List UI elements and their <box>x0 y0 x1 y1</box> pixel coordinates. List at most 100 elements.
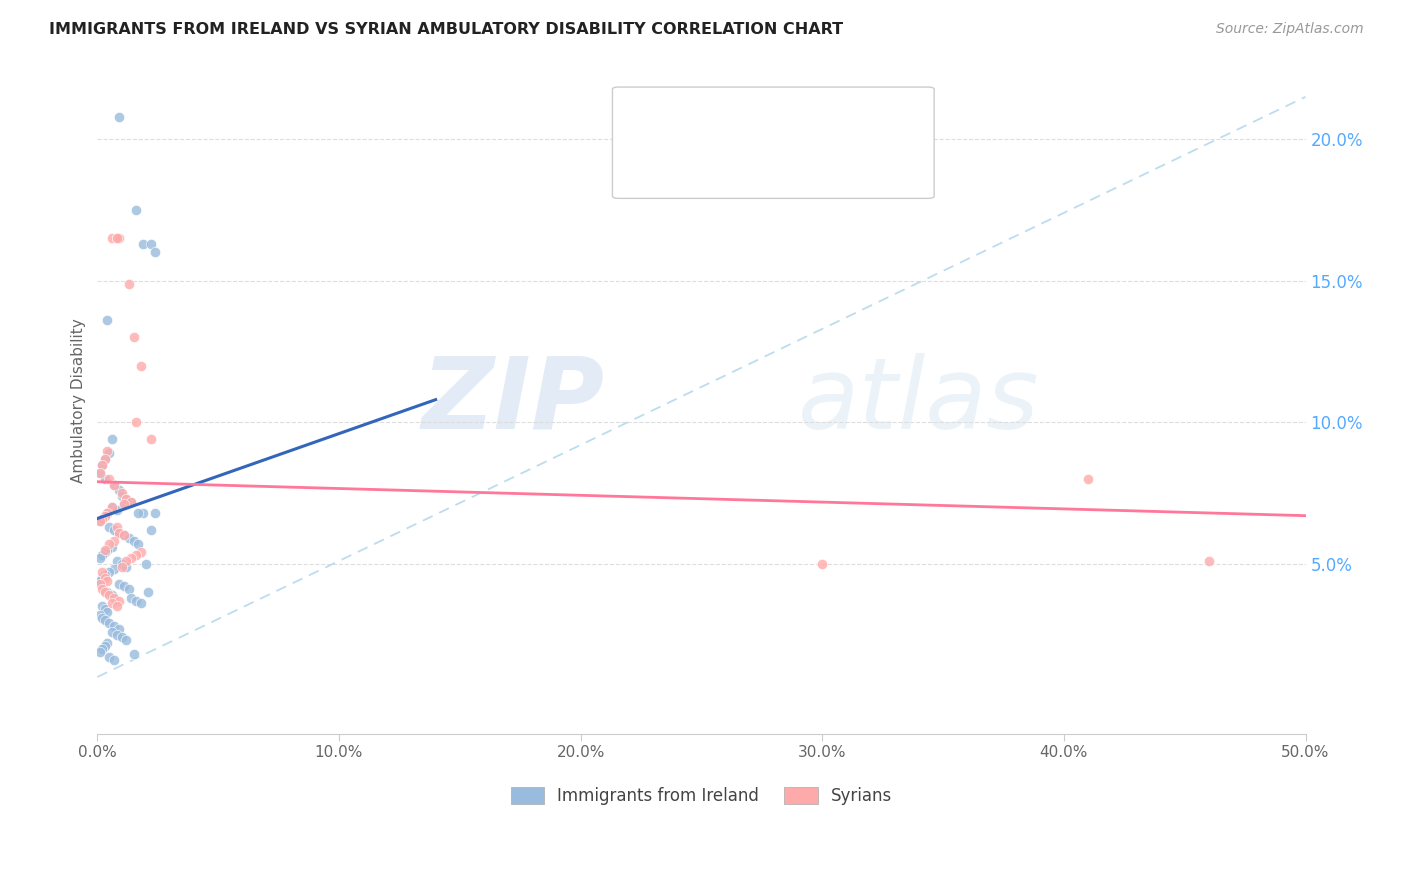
Point <box>122 534 145 549</box>
Point <box>108 622 131 636</box>
Point <box>125 202 148 217</box>
Point <box>108 576 131 591</box>
Point <box>93 602 115 616</box>
Point <box>89 576 111 591</box>
FancyBboxPatch shape <box>628 103 665 136</box>
Legend: Immigrants from Ireland, Syrians: Immigrants from Ireland, Syrians <box>503 780 898 812</box>
Point <box>101 540 124 554</box>
Point <box>93 585 115 599</box>
Point <box>93 568 115 582</box>
Point <box>132 506 155 520</box>
Text: ZIP: ZIP <box>422 352 605 450</box>
Point <box>96 313 118 327</box>
Text: 49: 49 <box>848 158 869 173</box>
Point <box>115 633 138 648</box>
Point <box>811 557 834 571</box>
Point <box>91 610 114 624</box>
Point <box>91 458 114 472</box>
Point <box>101 231 124 245</box>
Point <box>96 443 118 458</box>
Point <box>112 528 135 542</box>
Point <box>132 237 155 252</box>
Point <box>143 506 166 520</box>
Point <box>118 532 141 546</box>
Point <box>1198 554 1220 568</box>
Point <box>91 566 114 580</box>
Point <box>112 497 135 511</box>
Point <box>135 557 157 571</box>
Point <box>93 508 115 523</box>
Point <box>127 537 149 551</box>
FancyBboxPatch shape <box>613 87 934 198</box>
Point <box>89 574 111 588</box>
Point <box>96 506 118 520</box>
Point <box>91 641 114 656</box>
Point <box>105 599 128 614</box>
Point <box>103 477 125 491</box>
Point <box>139 523 162 537</box>
Point <box>110 486 132 500</box>
Text: -0.053: -0.053 <box>717 158 772 173</box>
Point <box>98 616 121 631</box>
Point <box>103 653 125 667</box>
Point <box>110 557 132 571</box>
Point <box>96 542 118 557</box>
Point <box>112 497 135 511</box>
Point <box>93 508 115 523</box>
Point <box>136 585 159 599</box>
Point <box>129 359 152 373</box>
Point <box>101 500 124 515</box>
Point <box>89 551 111 566</box>
Point <box>96 506 118 520</box>
Point <box>120 494 142 508</box>
Point <box>129 596 152 610</box>
Text: R =: R = <box>675 112 703 127</box>
Text: IMMIGRANTS FROM IRELAND VS SYRIAN AMBULATORY DISABILITY CORRELATION CHART: IMMIGRANTS FROM IRELAND VS SYRIAN AMBULA… <box>49 22 844 37</box>
Point <box>89 467 111 481</box>
Point <box>93 614 115 628</box>
Point <box>101 596 124 610</box>
Point <box>120 551 142 566</box>
Point <box>101 588 124 602</box>
Point <box>105 231 128 245</box>
Point <box>108 525 131 540</box>
Point <box>118 582 141 597</box>
Y-axis label: Ambulatory Disability: Ambulatory Disability <box>72 318 86 483</box>
Point <box>127 506 149 520</box>
Point <box>91 511 114 525</box>
Point <box>101 624 124 639</box>
Text: N =: N = <box>792 112 821 127</box>
Point <box>122 330 145 344</box>
Point <box>93 452 115 467</box>
Text: N =: N = <box>792 158 821 173</box>
Point <box>103 534 125 549</box>
Point <box>105 231 128 245</box>
Point <box>91 582 114 597</box>
Point <box>103 523 125 537</box>
Point <box>110 631 132 645</box>
Point <box>108 231 131 245</box>
Point <box>98 446 121 460</box>
Point <box>98 566 121 580</box>
Point <box>93 542 115 557</box>
Point <box>89 607 111 622</box>
Point <box>98 588 121 602</box>
Point <box>96 585 118 599</box>
Point <box>129 545 152 559</box>
Point <box>105 503 128 517</box>
Point <box>125 415 148 429</box>
Point <box>98 472 121 486</box>
Point <box>112 528 135 542</box>
Point <box>98 520 121 534</box>
Text: Source: ZipAtlas.com: Source: ZipAtlas.com <box>1216 22 1364 37</box>
Point <box>93 639 115 653</box>
Text: R =: R = <box>675 158 703 173</box>
Point <box>91 511 114 525</box>
Point <box>93 545 115 559</box>
Point <box>143 245 166 260</box>
Point <box>89 514 111 528</box>
Point <box>98 650 121 665</box>
Point <box>120 494 142 508</box>
Point <box>115 491 138 506</box>
Point <box>108 483 131 498</box>
